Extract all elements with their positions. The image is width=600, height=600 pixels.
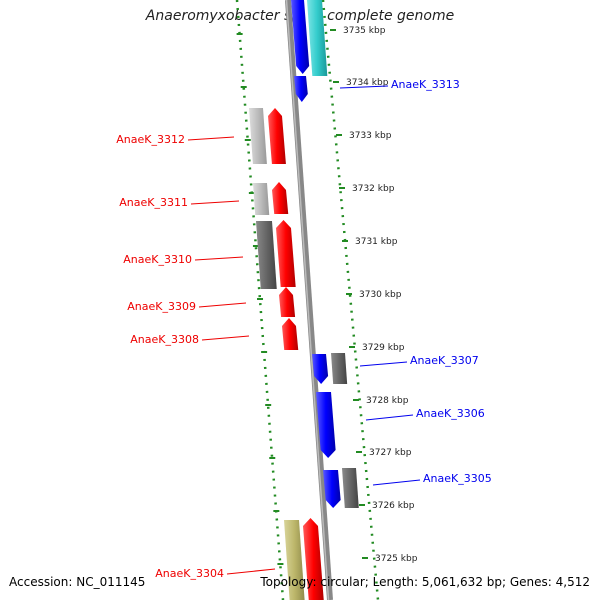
gene-leader-line [198, 302, 247, 308]
gene-leader-line [194, 256, 244, 261]
gene-blue-3313[interactable] [294, 76, 308, 102]
gene-dark-3307[interactable] [331, 353, 348, 384]
gene-blue-3306[interactable] [316, 392, 336, 458]
gene-leader-line [201, 335, 250, 341]
gene-dark-3310[interactable] [256, 221, 277, 289]
gene-red-3304[interactable] [303, 518, 324, 600]
gene-leader-line [372, 479, 421, 486]
gene-red-3310[interactable] [276, 220, 296, 287]
accession-text: Accession: NC_011145 [9, 575, 146, 589]
gene-light-3312[interactable] [249, 108, 267, 164]
right-dotted-boundary [321, 0, 380, 600]
gene-label-anaek_3313[interactable]: AnaeK_3313 [391, 78, 460, 91]
coordinate-label: 3733 kbp [349, 131, 392, 141]
coordinate-label: 3735 kbp [343, 26, 386, 36]
topology-text: Topology: circular; Length: 5,061,632 bp… [260, 575, 590, 589]
gene-label-anaek_3306[interactable]: AnaeK_3306 [416, 407, 485, 420]
gene-leader-line [226, 568, 276, 575]
gene-blue-top-a[interactable] [291, 0, 310, 74]
gene-red-3311[interactable] [272, 182, 289, 214]
gene-label-anaek_3305[interactable]: AnaeK_3305 [423, 472, 492, 485]
gene-label-anaek_3310[interactable]: AnaeK_3310 [123, 253, 192, 266]
genome-backbone [285, 0, 333, 600]
coordinate-label: 3732 kbp [352, 184, 395, 194]
gene-leader-line [365, 414, 414, 421]
coordinate-label: 3727 kbp [369, 448, 412, 458]
gene-blue-3305[interactable] [323, 470, 341, 508]
gene-red-3308[interactable] [282, 318, 299, 350]
coordinate-label: 3734 kbp [346, 78, 389, 88]
coordinate-label: 3725 kbp [375, 554, 418, 564]
gene-leader-line [359, 361, 408, 367]
gene-light-3311[interactable] [253, 183, 270, 215]
gene-cyan-top[interactable] [307, 0, 328, 76]
gene-label-anaek_3304[interactable]: AnaeK_3304 [155, 567, 224, 580]
gene-label-anaek_3309[interactable]: AnaeK_3309 [127, 300, 196, 313]
gene-leader-line [339, 85, 389, 89]
gene-blue-3307[interactable] [312, 354, 329, 384]
gene-label-anaek_3307[interactable]: AnaeK_3307 [410, 354, 479, 367]
gene-dark-3305[interactable] [342, 468, 359, 508]
gene-label-anaek_3308[interactable]: AnaeK_3308 [130, 333, 199, 346]
gene-leader-line [190, 200, 240, 205]
coordinate-label: 3728 kbp [366, 396, 409, 406]
gene-red-3309[interactable] [279, 287, 296, 317]
gene-label-anaek_3312[interactable]: AnaeK_3312 [116, 133, 185, 146]
coordinate-label: 3731 kbp [355, 237, 398, 247]
coordinate-label: 3730 kbp [359, 290, 402, 300]
coordinate-label: 3726 kbp [372, 501, 415, 511]
coordinate-label: 3729 kbp [362, 343, 405, 353]
gene-olive-3304[interactable] [284, 520, 305, 600]
gene-label-anaek_3311[interactable]: AnaeK_3311 [119, 196, 188, 209]
gene-leader-line [187, 136, 235, 141]
gene-red-3312[interactable] [268, 108, 286, 164]
